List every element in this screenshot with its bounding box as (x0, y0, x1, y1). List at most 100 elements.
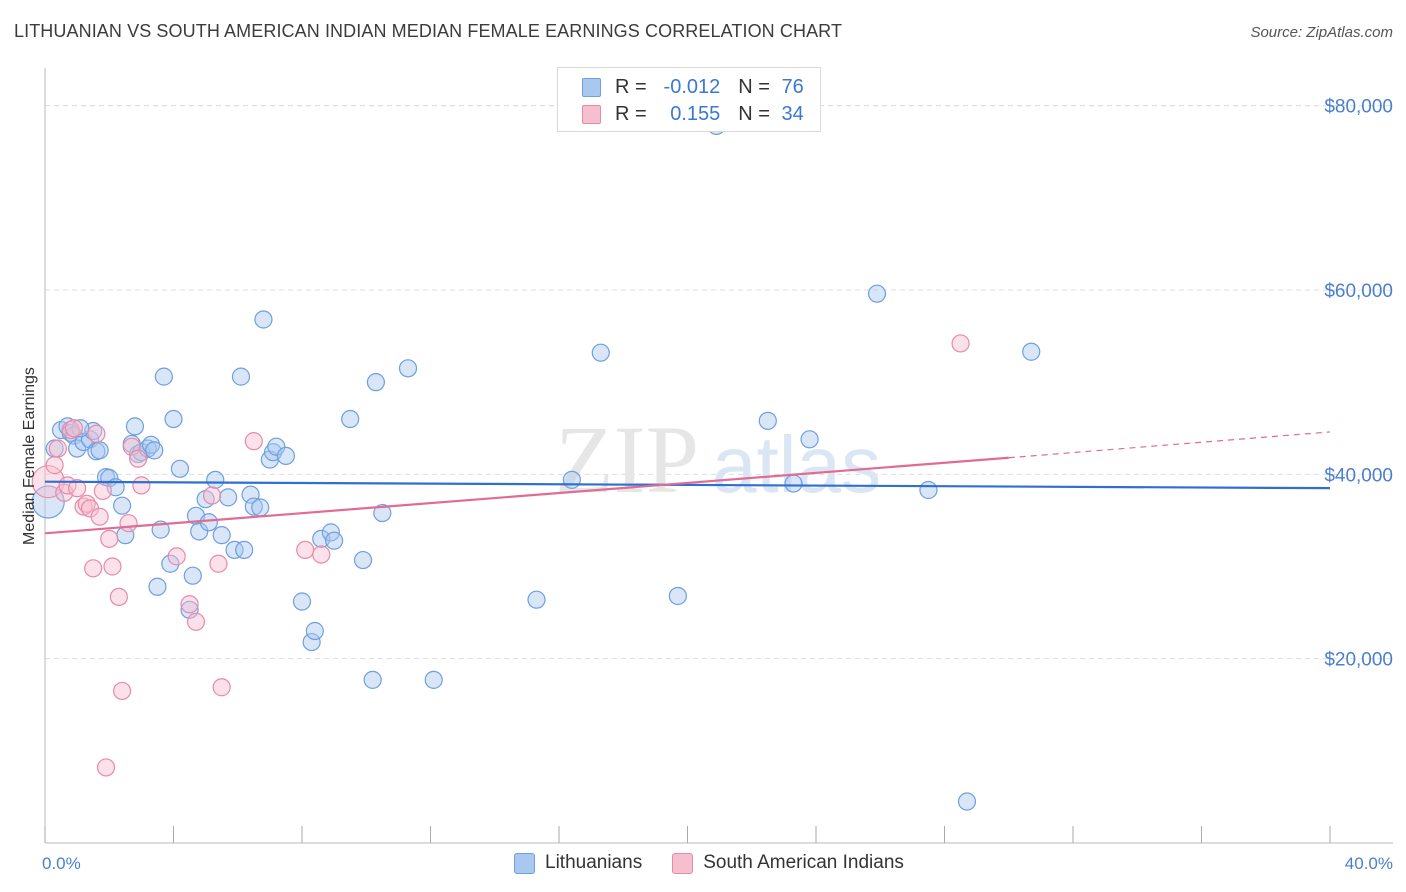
data-point (312, 545, 331, 564)
data-point (48, 439, 67, 458)
x-tick-label-max: 40.0% (1345, 854, 1393, 873)
legend-r-label: R = (615, 102, 653, 125)
data-point (267, 437, 286, 456)
data-point (244, 497, 263, 516)
data-point (951, 334, 970, 353)
data-point (241, 485, 260, 504)
data-point (87, 424, 106, 443)
axes (44, 68, 1393, 844)
data-point (190, 522, 209, 541)
data-point (164, 409, 183, 429)
legend-swatch-pink (582, 104, 601, 124)
x-tick-label-min: 0.0% (42, 854, 81, 873)
legend-n-label: N = (738, 75, 776, 98)
data-point (61, 420, 80, 440)
data-point (90, 507, 109, 526)
data-point (119, 514, 138, 533)
data-point (90, 441, 109, 460)
source-label: Source: ZipAtlas.com (1250, 24, 1393, 41)
data-point (398, 359, 418, 378)
data-point (292, 592, 312, 611)
data-point (100, 529, 119, 548)
legend-r-value: -0.012 (663, 75, 721, 98)
data-point (244, 432, 263, 451)
data-point (93, 481, 112, 501)
legend-r-value: 0.155 (670, 102, 721, 125)
data-point (527, 590, 546, 609)
data-point (209, 554, 228, 573)
legend-item-lithuanians: Lithuanians (514, 852, 642, 874)
legend-swatch-south-american-indians (672, 852, 694, 874)
data-point (132, 476, 151, 495)
data-point (424, 670, 443, 689)
data-point (96, 758, 116, 777)
trend-line-south-american-indians (44, 456, 1009, 535)
legend-item-south-american-indians: South American Indians (672, 852, 904, 874)
data-point (170, 459, 190, 478)
legend-row-pink: R = 0.155 N = 34 (582, 101, 804, 127)
data-point (186, 612, 206, 631)
data-point (366, 373, 385, 392)
y-axis-label: Median Female Earnings (21, 367, 38, 545)
data-point (129, 449, 148, 468)
data-point (109, 587, 128, 607)
data-point (112, 496, 132, 515)
data-point (235, 540, 254, 560)
data-point (784, 474, 803, 493)
data-point (305, 621, 324, 641)
data-point (199, 513, 218, 532)
watermark-zip: ZIP (555, 406, 699, 513)
data-point (206, 470, 225, 489)
data-point (867, 284, 887, 303)
trend-line-lithuanians (44, 480, 1331, 490)
y-tick-label: $80,000 (1324, 97, 1393, 118)
correlation-legend: R = -0.012 N = 76 R = 0.155 N = 34 (557, 67, 821, 132)
data-point (154, 367, 173, 386)
legend-swatch-lithuanians (514, 852, 535, 874)
data-point (167, 547, 186, 566)
data-point (161, 554, 180, 573)
data-point (180, 595, 199, 614)
data-point (1022, 342, 1041, 361)
data-point (183, 566, 202, 585)
data-point (64, 419, 84, 438)
data-point (45, 456, 64, 475)
data-point (74, 497, 93, 516)
data-point (212, 678, 231, 697)
data-point (341, 409, 360, 429)
data-point (219, 488, 238, 507)
trend-line-extension (1008, 431, 1331, 459)
data-point (668, 586, 687, 606)
data-point (141, 435, 161, 454)
data-point (363, 670, 382, 689)
watermark-atlas: atlas (712, 420, 881, 509)
data-point (800, 430, 819, 449)
data-point (957, 792, 977, 811)
series-lithuanians (31, 116, 1041, 811)
y-tick-label: $40,000 (1324, 465, 1393, 486)
data-point (302, 632, 321, 652)
data-point (212, 526, 231, 545)
data-point (758, 411, 777, 430)
legend-label-lithuanians: Lithuanians (545, 852, 643, 873)
legend-n-value: 34 (781, 102, 804, 125)
data-point (591, 343, 610, 362)
data-point (125, 417, 145, 436)
data-point (68, 479, 87, 498)
data-point (325, 531, 344, 550)
data-point (225, 540, 244, 560)
series-south-american-indians (31, 334, 970, 777)
y-tick-label: $20,000 (1324, 650, 1393, 671)
y-tick-labels: $20,000 $40,000 $60,000 $80,000 (1324, 97, 1393, 671)
legend-r-label: R = (615, 75, 653, 98)
y-tick-label: $60,000 (1324, 281, 1393, 302)
legend-row-blue: R = -0.012 N = 76 (582, 74, 804, 100)
data-point (231, 367, 251, 386)
data-point (145, 441, 164, 460)
legend-swatch-blue (582, 77, 601, 97)
chart-title: LITHUANIAN VS SOUTH AMERICAN INDIAN MEDI… (14, 21, 843, 41)
data-point (919, 480, 938, 500)
data-point (276, 446, 296, 465)
legend-label-south-american-indians: South American Indians (703, 852, 904, 873)
